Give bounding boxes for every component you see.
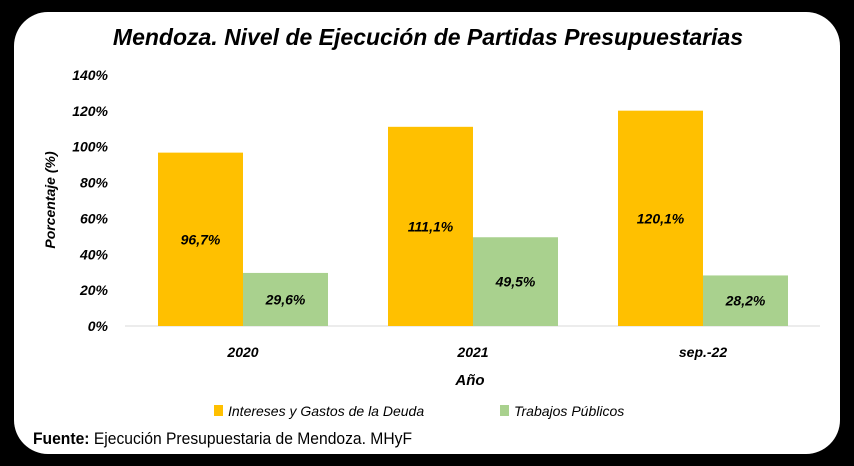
source-note: Fuente: Ejecución Presupuestaria de Mend… [33,429,412,449]
x-tick-label: sep.-22 [679,344,727,360]
bar [388,126,473,326]
y-tick-label: 0% [88,318,109,334]
data-label: 111,1% [408,218,454,234]
bar [618,110,703,326]
y-tick-label: 80% [80,175,109,191]
bar [158,152,243,326]
legend-swatch [500,405,509,416]
bar [243,272,328,326]
x-tick-label: 2021 [456,344,488,360]
chart-title: Mendoza. Nivel de Ejecución de Partidas … [113,24,743,50]
data-label: 96,7% [181,231,221,247]
source-label: Fuente: [33,429,90,448]
source-text: Ejecución Presupuestaria de Mendoza. MHy… [93,429,413,448]
x-tick-label: 2020 [226,344,258,360]
bar [703,275,788,326]
data-label: 28,2% [725,293,766,309]
legend-label: Trabajos Públicos [514,403,624,419]
data-label: 120,1% [637,210,685,226]
y-tick-label: 40% [79,246,109,262]
legend-swatch [214,405,223,416]
data-label: 49,5% [495,274,536,290]
bar [473,237,558,326]
data-label: 29,6% [265,291,306,307]
y-tick-label: 60% [80,210,109,226]
y-tick-label: 120% [72,103,108,119]
y-tick-label: 20% [79,282,109,298]
y-tick-label: 140% [72,67,108,83]
y-tick-label: 100% [72,139,108,155]
y-axis-title: Porcentaje (%) [42,151,58,249]
x-axis-title: Año [454,372,484,389]
legend-label: Intereses y Gastos de la Deuda [228,403,424,419]
